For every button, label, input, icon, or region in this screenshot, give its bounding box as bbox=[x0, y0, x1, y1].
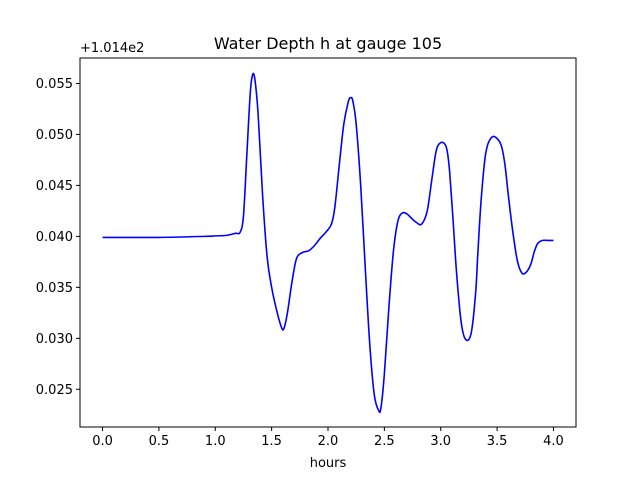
x-tick-label: 2.0 bbox=[318, 434, 339, 449]
series-line bbox=[102, 72, 554, 414]
y-tick-label: 0.035 bbox=[36, 281, 73, 296]
x-tick-label: 1.0 bbox=[205, 434, 226, 449]
y-tick-label: 0.055 bbox=[36, 77, 73, 92]
y-tick-label: 0.045 bbox=[36, 179, 73, 194]
x-axis-label: hours bbox=[310, 456, 347, 471]
y-offset-label: +1.014e2 bbox=[80, 41, 144, 56]
x-tick-label: 4.0 bbox=[543, 434, 564, 449]
x-tick-label: 0.0 bbox=[92, 434, 113, 449]
x-tick-label: 3.0 bbox=[430, 434, 451, 449]
x-tick-label: 2.5 bbox=[374, 434, 395, 449]
y-tick-label: 0.050 bbox=[36, 128, 73, 143]
series-layer bbox=[102, 72, 554, 414]
plot-area bbox=[79, 57, 577, 428]
chart-title: Water Depth h at gauge 105 bbox=[214, 34, 442, 53]
y-tick-label: 0.025 bbox=[36, 383, 73, 398]
y-tick-label: 0.040 bbox=[36, 230, 73, 245]
y-tick-label: 0.030 bbox=[36, 332, 73, 347]
x-tick-label: 1.5 bbox=[261, 434, 282, 449]
x-tick-label: 0.5 bbox=[149, 434, 170, 449]
y-axis: 0.025 0.030 0.035 0.040 0.045 0.050 0.055 bbox=[36, 77, 80, 398]
x-axis: 0.0 0.5 1.0 1.5 2.0 2.5 3.0 3.5 4.0 bbox=[92, 427, 564, 449]
x-tick-label: 3.5 bbox=[487, 434, 508, 449]
